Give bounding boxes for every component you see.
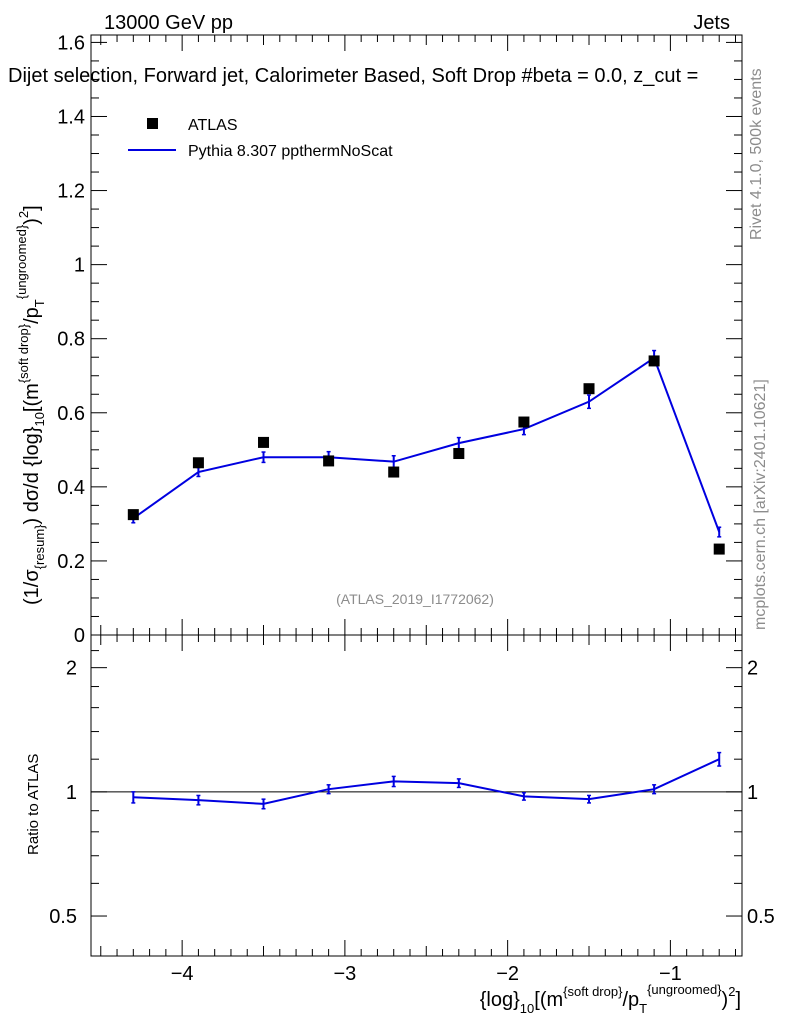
main-y-tick-label: 1.2 [57,181,85,203]
x-tick-label: −4 [171,963,194,985]
x-tick-labels: −4 −3 −2 −1 [171,963,682,985]
main-y-tick-label: 0.6 [57,403,85,425]
x-axis-title: {log}10[(m{soft drop}/pT{ungroomed})2] [480,982,741,1016]
main-data-series [127,355,725,555]
ratio-y-tick-labels: 0.5 0.5 1 1 2 2 [49,658,775,928]
main-y-tick-label: 0.2 [57,551,85,573]
atlas-data-point [713,543,725,555]
ratio-y-axis-title: Ratio to ATLAS [25,754,42,855]
main-y-tick-label: 1.6 [57,32,85,54]
ratio-y-tick-label-right: 2 [747,658,758,680]
main-mc-series [131,349,722,538]
atlas-data-point [258,436,270,448]
atlas-data-point [323,455,335,467]
legend-data-label: ATLAS [188,117,238,134]
ratio-y-tick-label-right: 0.5 [747,906,775,928]
legend-data-marker [147,118,158,129]
main-y-axis-title: (1/σ{resum}) dσ/d {log}10[(m{soft drop}/… [14,205,47,605]
ratio-plot-frame [90,634,743,957]
atlas-data-point [518,416,530,428]
ratio-y-tick-label-right: 1 [747,782,758,804]
energy-label: 13000 GeV pp [104,12,233,34]
ratio-y-tick-label-left: 1 [66,782,77,804]
atlas-data-point [388,466,400,478]
main-axis-ticks [91,35,742,636]
plot-title: Dijet selection, Forward jet, Calorimete… [8,65,698,87]
ratio-mc-series [131,751,722,810]
ratio-y-tick-label-left: 0.5 [49,906,77,928]
legend-mc-label: Pythia 8.307 ppthermNoScat [188,143,393,160]
x-tick-label: −2 [496,963,519,985]
main-mc-line [132,356,721,533]
x-tick-label: −3 [333,963,356,985]
main-y-tick-labels: 0 0.2 0.4 0.6 0.8 1 1.2 1.4 1.6 [57,32,85,647]
main-y-tick-label: 0.8 [57,329,85,351]
atlas-data-point [127,509,139,521]
atlas-data-point [453,448,465,460]
atlas-data-point [648,355,660,367]
analysis-id: (ATLAS_2019_I1772062) [336,591,494,607]
main-y-tick-label: 1 [74,255,85,277]
ratio-y-tick-label-left: 2 [66,658,77,680]
atlas-data-point [583,383,595,395]
rivet-label: Rivet 4.1.0, 500k events [748,68,765,240]
x-tick-label: −1 [659,963,682,985]
mcplots-label: mcplots.cern.ch [arXiv:2401.10621] [752,379,769,630]
ratio-mc-line [133,758,720,805]
ratio-axis-ticks [91,635,742,956]
main-y-tick-label: 0.4 [57,477,85,499]
atlas-data-point [192,457,204,469]
main-y-tick-label: 0 [74,625,85,647]
main-y-tick-label: 1.4 [57,106,85,128]
process-label: Jets [693,12,730,34]
